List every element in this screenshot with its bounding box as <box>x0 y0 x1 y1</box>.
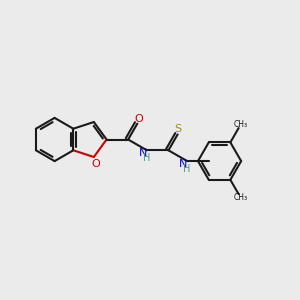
Text: N: N <box>179 158 188 169</box>
Text: CH₃: CH₃ <box>233 193 248 202</box>
Text: S: S <box>175 124 182 134</box>
Text: N: N <box>139 148 147 158</box>
Text: CH₃: CH₃ <box>233 120 248 129</box>
Text: O: O <box>134 114 143 124</box>
Text: O: O <box>91 159 100 169</box>
Text: H: H <box>184 164 191 174</box>
Text: H: H <box>143 153 151 163</box>
